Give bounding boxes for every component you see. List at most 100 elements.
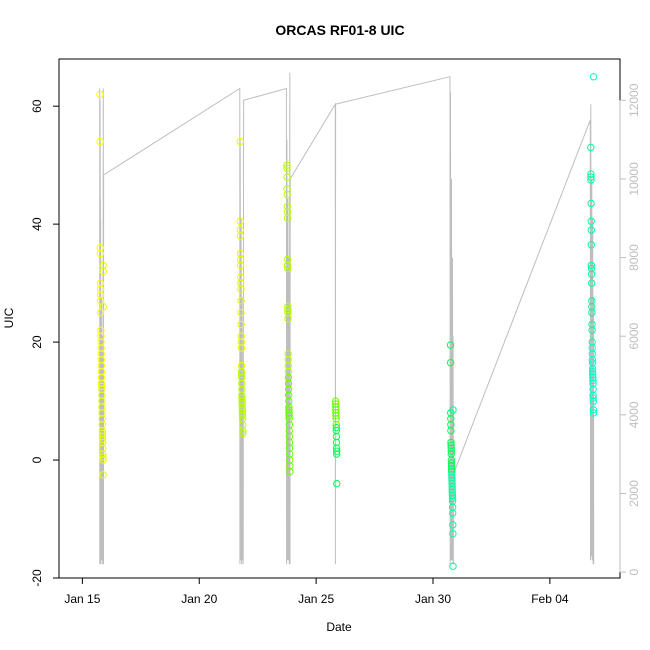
uic-point <box>449 406 457 414</box>
uic-point <box>286 468 294 476</box>
uic-point <box>589 397 597 405</box>
uic-point <box>588 326 596 334</box>
uic-point <box>283 185 291 193</box>
uic-point <box>99 471 107 479</box>
y-tick-label: 40 <box>30 217 44 231</box>
uic-points-layer <box>96 73 598 570</box>
uic-point <box>237 344 246 352</box>
uic-point <box>285 412 293 420</box>
uic-point <box>333 479 341 488</box>
x-axis: Jan 15 Jan 20 Jan 25 Jan 30 Feb 04 <box>64 578 569 606</box>
y2-tick-label: 8000 <box>627 244 641 271</box>
uic-point <box>98 382 106 390</box>
uic-point <box>587 173 595 181</box>
uic-point <box>332 423 340 432</box>
x-tick-label: Feb 04 <box>531 592 569 606</box>
uic-point <box>589 394 597 402</box>
uic-point <box>99 444 107 452</box>
uic-point <box>449 509 457 517</box>
uic-point <box>448 494 457 503</box>
uic-point <box>589 409 598 417</box>
uic-point <box>587 270 596 278</box>
uic-point <box>333 450 341 458</box>
uic-point <box>447 426 455 435</box>
y-tick-label: 20 <box>30 335 44 349</box>
uic-point <box>98 435 107 444</box>
uic-point <box>587 261 596 270</box>
uic-point <box>96 90 104 99</box>
plot-frame <box>58 58 621 579</box>
y-axis-left: -20 0 20 40 60 <box>30 99 59 587</box>
uic-point <box>588 308 596 317</box>
y2-tick-label: 2000 <box>627 480 641 507</box>
uic-point <box>447 444 455 452</box>
uic-point <box>99 267 107 275</box>
uic-point <box>236 217 244 225</box>
y2-tick-label: 10000 <box>627 162 641 196</box>
uic-point <box>285 444 294 452</box>
x-tick-label: Jan 15 <box>64 592 100 606</box>
y2-tick-label: 4000 <box>627 401 641 428</box>
y-tick-label: 0 <box>30 456 44 463</box>
uic-point <box>446 341 455 349</box>
uic-point <box>587 176 595 184</box>
uic-point <box>99 453 107 461</box>
uic-point <box>587 199 595 208</box>
uic-point <box>283 161 291 169</box>
uic-point <box>332 412 340 420</box>
x-tick-label: Jan 25 <box>298 592 334 606</box>
uic-point <box>283 164 291 172</box>
y-tick-label: -20 <box>30 569 44 587</box>
chart-title: ORCAS RF01-8 UIC <box>275 22 404 38</box>
uic-point <box>333 447 341 455</box>
altitude-trace-layer <box>99 72 595 565</box>
uic-point <box>237 308 245 317</box>
uic-point <box>589 376 597 385</box>
altitude-line <box>99 72 595 565</box>
uic-point <box>449 562 457 570</box>
y2-tick-label: 0 <box>627 568 641 575</box>
uic-point <box>236 261 245 270</box>
x-tick-label: Jan 30 <box>415 592 451 606</box>
uic-point <box>239 426 247 435</box>
uic-point <box>284 314 292 323</box>
y-axis-label: UIC <box>2 307 16 328</box>
uic-point <box>588 279 596 287</box>
uic-point <box>236 232 245 240</box>
uic-point <box>589 73 598 81</box>
uic-point <box>238 412 247 420</box>
uic-point <box>237 297 245 305</box>
uic-point <box>283 190 291 199</box>
uic-point <box>283 173 291 181</box>
uic-point <box>449 530 457 538</box>
uic-point <box>588 356 597 364</box>
uic-point <box>587 241 595 249</box>
y2-tick-label: 6000 <box>627 323 641 350</box>
uic-point <box>237 285 245 293</box>
uic-point <box>332 444 341 452</box>
uic-point <box>587 143 595 152</box>
uic-point <box>97 308 105 317</box>
uic-point <box>237 370 246 379</box>
uic-point <box>99 456 107 464</box>
uic-point <box>449 521 457 529</box>
uic-point <box>239 429 247 438</box>
uic-point <box>99 303 108 311</box>
uic-point <box>589 406 598 414</box>
uic-point <box>284 306 292 314</box>
uic-point <box>447 447 455 455</box>
uic-point <box>237 320 245 329</box>
uic-point <box>96 137 104 146</box>
y-tick-label: 60 <box>30 99 44 113</box>
uic-point <box>283 214 292 222</box>
y-axis-right: 0 2000 4000 6000 8000 10000 12000 <box>619 83 641 575</box>
x-axis-label: Date <box>326 620 352 634</box>
uic-point <box>587 226 595 234</box>
y2-tick-label: 12000 <box>627 83 641 117</box>
uic-point <box>284 264 292 273</box>
uic-point <box>96 297 105 305</box>
uic-point <box>96 249 105 258</box>
uic-point <box>283 261 292 270</box>
uic-point <box>587 217 595 225</box>
